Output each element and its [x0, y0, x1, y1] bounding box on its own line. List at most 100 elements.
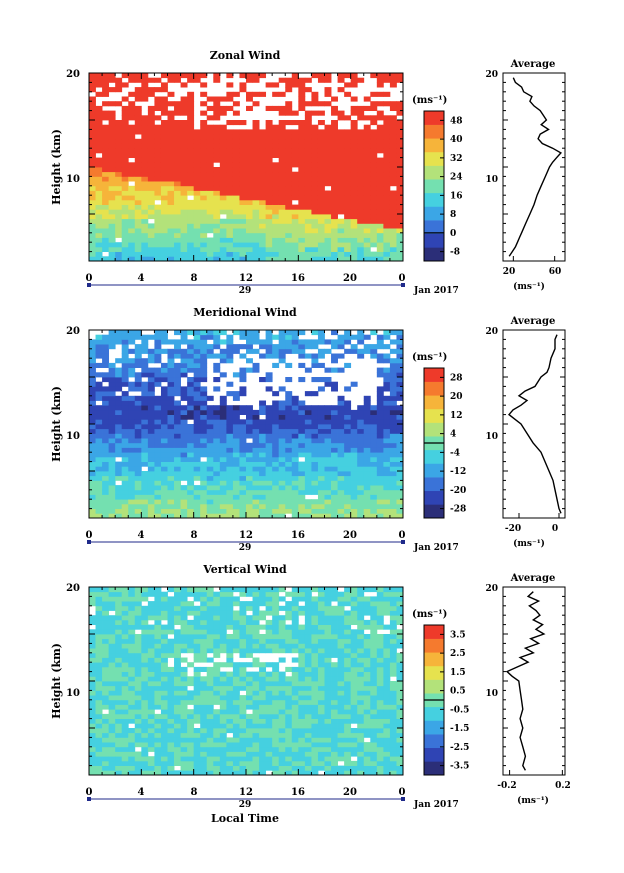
meridional-wind-y-tick-10: 10 [66, 431, 80, 442]
heatmap-cell [180, 424, 188, 430]
heatmap-cell [324, 494, 332, 500]
heatmap-cell [239, 713, 247, 719]
heatmap-cell [304, 110, 312, 116]
heatmap-cell [193, 73, 201, 79]
heatmap-cell [331, 339, 338, 345]
heatmap-cell [160, 489, 168, 495]
heatmap-cell [167, 428, 175, 434]
heatmap-cell [232, 508, 240, 514]
heatmap-cell [389, 372, 397, 378]
heatmap-cell [121, 695, 129, 701]
heatmap-cell [180, 643, 188, 649]
heatmap-cell [337, 367, 345, 373]
heatmap-cell [180, 204, 188, 210]
heatmap-cell [259, 377, 267, 383]
heatmap-cell [121, 400, 129, 406]
heatmap-cell [160, 339, 168, 345]
heatmap-cell [102, 629, 110, 635]
heatmap-cell [239, 648, 247, 654]
heatmap-cell [324, 414, 332, 420]
heatmap-cell [344, 176, 352, 182]
heatmap-cell [147, 442, 155, 448]
heatmap-cell [213, 101, 221, 107]
heatmap-cell [128, 713, 136, 719]
heatmap-cell [344, 409, 352, 415]
heatmap-cell [187, 232, 195, 238]
heatmap-cell [311, 228, 319, 234]
heatmap-cell [213, 619, 221, 625]
heatmap-cell [219, 723, 227, 729]
heatmap-cell [304, 601, 312, 607]
heatmap-cell [239, 508, 247, 514]
heatmap-cell [232, 134, 240, 140]
heatmap-cell [167, 737, 175, 743]
heatmap-cell [370, 185, 378, 191]
heatmap-cell [344, 414, 352, 420]
heatmap-cell [102, 167, 110, 173]
meridional-wind-profile-y-tick-20: 20 [485, 327, 498, 337]
heatmap-cell [160, 699, 168, 705]
heatmap-cell [206, 129, 214, 135]
heatmap-cell [167, 751, 175, 757]
heatmap-cell [285, 685, 293, 691]
heatmap-cell [272, 204, 280, 210]
heatmap-cell [160, 246, 168, 252]
heatmap-cell [304, 204, 312, 210]
heatmap-cell [108, 728, 116, 734]
heatmap-cell [102, 218, 110, 224]
heatmap-cell [272, 461, 280, 467]
heatmap-cell [174, 204, 181, 210]
heatmap-cell [180, 596, 188, 602]
heatmap-cell [206, 638, 214, 644]
heatmap-cell [396, 386, 404, 392]
heatmap-cell [265, 475, 273, 481]
meridional-wind-profile-x-label: (ms⁻¹) [513, 538, 545, 549]
heatmap-cell [239, 87, 247, 93]
heatmap-cell [278, 634, 286, 640]
heatmap-cell [259, 181, 267, 187]
heatmap-cell [154, 185, 162, 191]
heatmap-cell [246, 471, 253, 477]
heatmap-cell [350, 171, 358, 177]
heatmap-cell [121, 428, 129, 434]
heatmap-cell [213, 718, 221, 724]
heatmap-cell [141, 742, 149, 748]
heatmap-cell [265, 409, 273, 415]
heatmap-cell [389, 489, 397, 495]
heatmap-cell [89, 428, 96, 434]
heatmap-cell [311, 652, 319, 658]
heatmap-cell [213, 209, 221, 215]
heatmap-cell [102, 162, 110, 168]
heatmap-cell [317, 348, 325, 354]
heatmap-cell [311, 638, 319, 644]
heatmap-cell [128, 223, 136, 229]
heatmap-cell [102, 699, 110, 705]
heatmap-cell [154, 685, 162, 691]
heatmap-cell [376, 138, 384, 144]
heatmap-cell [128, 619, 136, 625]
heatmap-cell [154, 367, 162, 373]
heatmap-cell [121, 124, 129, 130]
heatmap-cell [128, 228, 136, 234]
colorbar-tick-label: 32 [450, 154, 463, 164]
heatmap-cell [304, 638, 312, 644]
heatmap-cell [89, 124, 96, 130]
heatmap-cell [259, 424, 267, 430]
heatmap-cell [206, 723, 214, 729]
heatmap-cell [167, 134, 175, 140]
heatmap-cell [160, 386, 168, 392]
heatmap-cell [147, 395, 155, 401]
heatmap-cell [363, 115, 371, 121]
heatmap-cell [134, 256, 142, 262]
heatmap-cell [115, 209, 123, 215]
heatmap-cell [193, 377, 201, 383]
heatmap-cell [213, 344, 221, 350]
heatmap-cell [259, 461, 267, 467]
heatmap-cell [232, 732, 240, 738]
heatmap-cell [370, 152, 378, 158]
heatmap-cell [285, 362, 293, 368]
heatmap-cell [246, 167, 253, 173]
heatmap-cell [232, 601, 240, 607]
heatmap-cell [102, 391, 110, 397]
heatmap-cell [350, 209, 358, 215]
